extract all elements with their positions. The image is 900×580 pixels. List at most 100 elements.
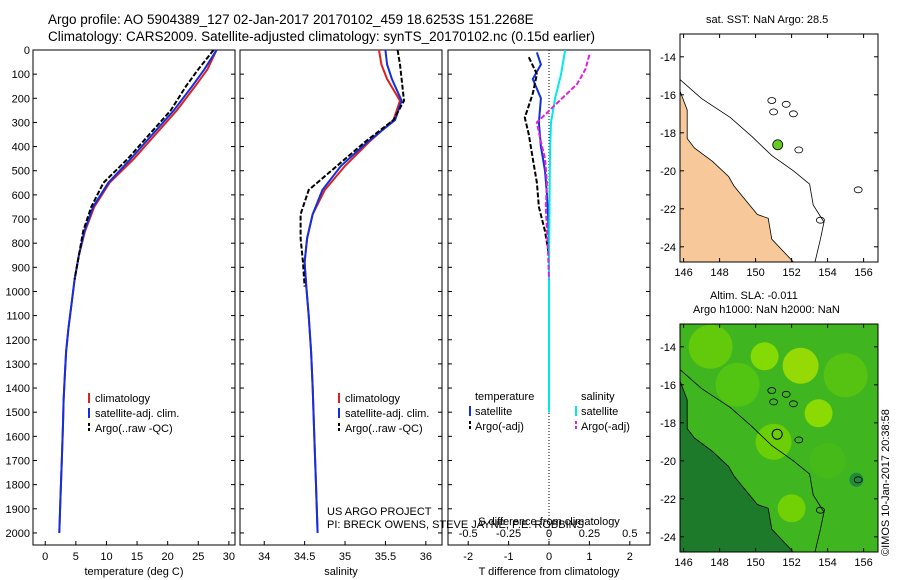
s-tick-label: -0.25 (496, 528, 521, 540)
argo-float-marker (772, 139, 784, 151)
reef-outline (853, 476, 863, 484)
depth-tick-label: 1300 (6, 359, 30, 371)
sla-blob (715, 362, 760, 407)
map-lon-label: 154 (818, 267, 836, 279)
map-lat-label: -24 (660, 242, 676, 254)
map-lat-label: -22 (660, 204, 676, 216)
x-tick-label: 34 (258, 551, 270, 563)
x-axis-label: T difference from climatology (479, 566, 620, 578)
sla-blob (809, 442, 846, 479)
series-line-difference-3 (535, 54, 591, 280)
shelf-contour (679, 79, 825, 263)
depth-tick-label: 1100 (6, 311, 30, 323)
sla-blob (777, 494, 806, 523)
x-tick-label: 5 (73, 551, 79, 563)
s-tick-label: 0 (546, 528, 552, 540)
map-frame-bottom (679, 323, 879, 553)
legend-entry: salinity (581, 391, 615, 403)
map-lon-label: 152 (782, 267, 800, 279)
depth-tick-label: 1200 (6, 335, 30, 347)
map-lon-label: 154 (818, 557, 836, 569)
x-tick-label: -2 (463, 551, 473, 563)
depth-tick-label: 300 (12, 117, 30, 129)
depth-tick-label: 100 (12, 69, 30, 81)
x-tick-label: 0 (42, 551, 48, 563)
map-lat-label: -20 (660, 456, 676, 468)
x-tick-label: 2 (627, 551, 633, 563)
legend-entry: satellite (581, 406, 618, 418)
x-tick-label: 0 (546, 551, 552, 563)
project-line2: PI: BRECK OWENS, STEVE JAYNE, P.E. ROBBI… (327, 519, 584, 531)
legend-entry: Argo(-adj) (475, 421, 524, 433)
project-line1: US ARGO PROJECT (327, 506, 432, 518)
reef-outline (781, 100, 791, 108)
depth-tick-label: 400 (12, 142, 30, 154)
depth-tick-label: 1700 (6, 455, 30, 467)
map-lon-label: 156 (854, 267, 872, 279)
legend-entry: Argo(-adj) (581, 421, 630, 433)
map-lat-label: -16 (660, 90, 676, 102)
depth-tick-label: 800 (12, 238, 30, 250)
depth-tick-label: 900 (12, 262, 30, 274)
map-lon-label: 146 (674, 557, 692, 569)
shelf-contour (679, 369, 825, 553)
map-lon-label: 150 (746, 267, 764, 279)
series-line-difference-1 (523, 56, 550, 280)
x-tick-label: 10 (100, 551, 112, 563)
s-tick-label: 0.5 (622, 528, 637, 540)
reef-outline (769, 398, 778, 406)
reef-outline (769, 108, 778, 116)
depth-tick-label: 2000 (6, 528, 30, 540)
series-line-difference-2 (548, 49, 567, 413)
reef-outline (794, 436, 804, 444)
reef-outline (816, 216, 825, 224)
depth-tick-label: 1600 (6, 431, 30, 443)
map-lon-label: 152 (782, 557, 800, 569)
depth-tick-label: 1400 (6, 383, 30, 395)
plot-frame-salinity (239, 49, 443, 546)
x-tick-label: 35.5 (375, 551, 396, 563)
map-frame-top (679, 33, 879, 263)
map-lat-label: -16 (660, 380, 676, 392)
legend-entry: temperature (475, 391, 534, 403)
depth-tick-label: 500 (12, 166, 30, 178)
map-lat-label: -22 (660, 494, 676, 506)
x-tick-label: 25 (192, 551, 204, 563)
legend-entry: satellite (475, 406, 512, 418)
x-tick-label: 1 (586, 551, 592, 563)
x-axis-label: temperature (deg C) (84, 566, 183, 578)
x-tick-label: 30 (223, 551, 235, 563)
series-line-salinity-2 (299, 49, 406, 287)
sla-blob (750, 342, 779, 371)
legend-entry: Argo(..raw -QC) (345, 423, 423, 435)
map-lat-label: -14 (660, 342, 676, 354)
sla-blob (823, 353, 868, 398)
map-top-title: sat. SST: NaN Argo: 28.5 (706, 14, 829, 26)
sla-low-spot (849, 472, 864, 487)
map-lat-label: -18 (660, 418, 676, 430)
sla-blob (804, 399, 833, 428)
map-lon-label: 156 (854, 557, 872, 569)
legend-entry: climatology (95, 393, 151, 405)
x-tick-label: 36 (420, 551, 432, 563)
land-mass (679, 90, 795, 263)
map-lon-label: 146 (674, 267, 692, 279)
x-tick-label: -1 (504, 551, 514, 563)
map-lon-label: 150 (746, 557, 764, 569)
reef-outline (767, 97, 777, 104)
map-bottom-title1: Altim. SLA: -0.011 (710, 290, 798, 302)
legend-entry: climatology (345, 393, 401, 405)
legend-entry: Argo(..raw -QC) (95, 423, 173, 435)
map-lat-label: -20 (660, 166, 676, 178)
map-lat-label: -24 (660, 532, 676, 544)
map-lat-label: -14 (660, 52, 676, 64)
depth-tick-label: 1000 (6, 286, 30, 298)
depth-tick-label: 0 (24, 45, 30, 57)
argo-float-marker (771, 428, 783, 440)
land-mass (679, 380, 795, 553)
map-lon-label: 148 (710, 267, 728, 279)
x-tick-label: 15 (131, 551, 143, 563)
depth-tick-label: 700 (12, 214, 30, 226)
reef-outline (789, 110, 798, 118)
x-tick-label: 34.5 (294, 551, 315, 563)
